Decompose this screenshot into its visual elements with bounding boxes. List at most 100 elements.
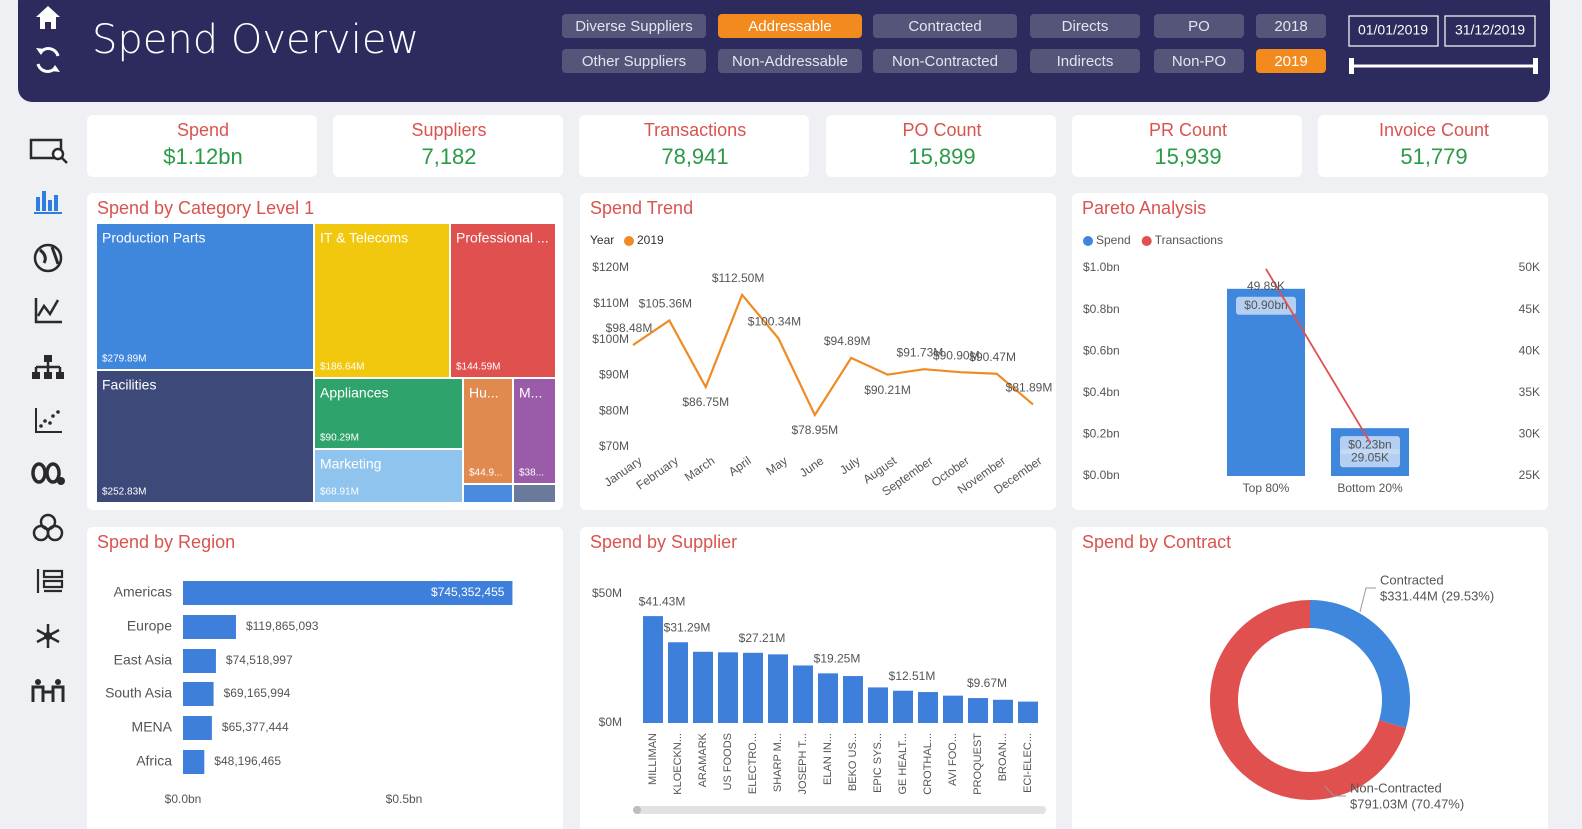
nav-icon[interactable] [35,408,62,433]
scroll-handle[interactable] [633,806,641,814]
treemap-tile [514,379,555,483]
data-label: $90.90M [933,348,980,362]
y-tick-label: $1.0bn [1083,260,1120,274]
tile-value: $279.89M [102,354,146,365]
filter-button[interactable] [1154,14,1244,38]
region-bar [183,682,214,706]
nav-icon[interactable] [34,191,62,214]
tile-label: Appliances [320,385,389,401]
y-tick-label: $0.8bn [1083,302,1120,316]
chart-panel [1072,527,1548,829]
transactions-line [1265,268,1371,443]
tile-label: Production Parts [102,230,206,246]
filter-label: Other Suppliers [582,53,686,70]
chart-title: Spend by Contract [1082,532,1231,552]
home-icon[interactable] [36,6,60,29]
data-label: $119,865,093 [246,619,319,633]
filter-button[interactable] [1256,14,1326,38]
supplier-bar [943,695,963,723]
nav-icon-part [32,372,40,379]
filter-button[interactable] [1154,49,1244,73]
x-tick-label: BEKO US... [847,733,859,791]
data-label: 49.89K [1247,279,1285,293]
filter-label: Indirects [1057,53,1114,70]
nav-icon[interactable] [36,624,60,648]
region-bar [183,649,216,673]
treemap-tile [97,224,313,369]
y2-tick-label: 25K [1519,468,1540,482]
filter-button[interactable] [1256,49,1326,73]
region-bar [183,581,513,605]
tile-label: M... [519,385,542,401]
nav-icon-part [34,362,62,372]
treemap-tile [315,224,449,377]
refresh-arrow [36,48,60,72]
kpi-card [333,115,563,177]
nav-icon[interactable] [31,679,65,702]
nav-icon[interactable] [31,462,65,485]
kpi-label: Suppliers [411,120,486,140]
y2-tick-label: 40K [1519,343,1540,357]
treemap-tile [315,450,462,502]
slider-handle[interactable] [1349,58,1354,74]
scrollbar[interactable] [634,806,1046,814]
nav-icon[interactable] [36,569,64,593]
data-label: $0.23bn [1348,437,1391,451]
filter-button[interactable] [1030,14,1140,38]
x-tick-label: $0.0bn [165,792,202,806]
x-tick-label: AVI FOO... [947,733,959,786]
data-label: $98.48M [606,321,653,335]
nav-icon[interactable] [32,513,64,542]
filter-button[interactable] [562,14,706,38]
x-tick-label: PROQUEST [972,733,984,795]
nav-icon[interactable] [32,355,64,379]
filter-label: Non-Addressable [732,53,848,70]
tile-value: $144.59M [456,362,500,373]
nav-icon[interactable] [34,298,62,324]
tile-value: $186.64M [320,362,364,373]
y-tick-label: $120M [592,260,629,274]
slider-handle[interactable] [1533,58,1538,74]
nav-icon-part [45,462,61,484]
y-tick-label: $0M [599,715,622,729]
data-label: $65,377,444 [222,720,289,734]
legend-label: 2019 [637,233,664,247]
nav-icon-part [39,424,43,428]
filter-button[interactable] [873,14,1017,38]
filter-label: Contracted [908,18,981,35]
data-label: $105.36M [639,297,692,311]
filter-label: Non-Contracted [892,53,998,70]
tile-value: $252.83M [102,487,146,498]
data-label: $27.21M [739,631,786,645]
filter-label: 2019 [1274,53,1307,70]
kpi-card [87,115,317,177]
label-box [1340,449,1400,468]
date-start-box[interactable] [1348,15,1439,47]
data-label: $19.25M [814,652,861,666]
donut-label: $331.44M (29.53%) [1380,588,1494,603]
chart-title: Spend by Supplier [590,532,737,552]
filter-button[interactable] [873,49,1017,73]
treemap-tile [97,371,313,502]
region-bar [183,750,205,774]
tile-label: Hu... [469,385,499,401]
nav-icon-part [61,157,68,164]
chart-title: Spend by Category Level 1 [97,198,314,218]
kpi-value: 7,182 [421,144,476,169]
nav-icon[interactable] [29,138,68,164]
data-label: $48,196,465 [214,754,281,768]
supplier-bar [793,665,813,723]
chart-title: Spend by Region [97,532,235,552]
tile-value: $44.9... [469,468,502,479]
filter-button[interactable] [1030,49,1140,73]
kpi-value: 15,939 [1154,144,1221,169]
kpi-card [826,115,1056,177]
nav-icon-part [43,419,47,423]
date-end-box[interactable] [1444,15,1536,47]
filter-button[interactable] [718,14,862,38]
filter-button[interactable] [718,49,862,73]
filter-button[interactable] [562,49,706,73]
x-tick-label: BROAN... [997,733,1009,781]
filter-label: Addressable [748,18,831,35]
nav-icon[interactable] [33,243,63,273]
